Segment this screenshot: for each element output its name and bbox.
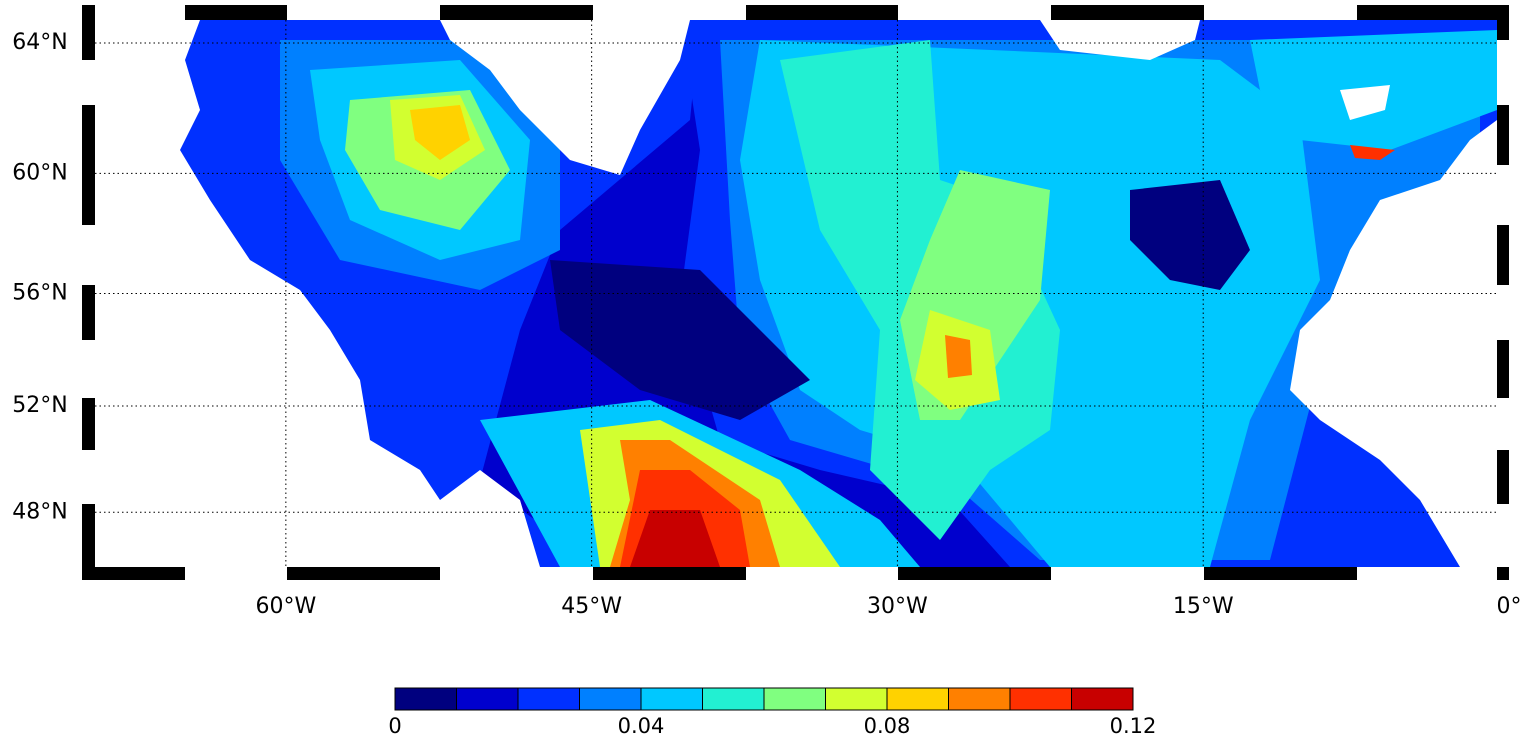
colorbar-bin — [394, 687, 457, 711]
colorbar-bin — [825, 687, 888, 711]
colorbar-bin — [1009, 687, 1072, 711]
ocean-region — [630, 510, 720, 567]
colorbar-bin — [640, 687, 703, 711]
colorbar-tick-label: 0 — [388, 714, 401, 738]
ocean-region — [1350, 145, 1395, 160]
colorbar-bin — [886, 687, 949, 711]
x-tick-label: 45°W — [561, 594, 622, 619]
colorbar-bin — [1071, 687, 1134, 711]
land — [95, 20, 1497, 567]
field — [95, 20, 1497, 567]
colorbar-bin — [456, 687, 519, 711]
x-tick-label: 15°W — [1173, 594, 1234, 619]
y-tick-label: 52°N — [12, 393, 67, 418]
colorbar-bin — [517, 687, 580, 711]
y-tick-label: 64°N — [12, 30, 67, 55]
y-tick-label: 60°N — [12, 160, 67, 185]
land-americas — [95, 60, 180, 140]
grid — [95, 20, 1497, 567]
colorbar: 0 0.04 0.08 0.12 — [388, 687, 1157, 738]
land-faroes — [1340, 85, 1390, 120]
ocean-region — [945, 335, 972, 378]
x-tick-label: 0° — [1497, 594, 1522, 619]
colorbar-bin — [763, 687, 826, 711]
colorbar-tick-label: 0.08 — [864, 714, 911, 738]
colorbar-bin — [702, 687, 765, 711]
colorbar-tick-label: 0.12 — [1110, 714, 1157, 738]
colorbar-tick-label: 0.04 — [618, 714, 665, 738]
y-tick-label: 56°N — [12, 281, 67, 306]
land-iceland — [1040, 20, 1200, 60]
ocean-region — [1130, 180, 1250, 290]
colorbar-bin — [948, 687, 1011, 711]
x-tick-label: 30°W — [867, 594, 928, 619]
y-tick-label: 48°N — [12, 499, 67, 524]
tick-labels: 48°N 52°N 56°N 60°N 64°N 60°W 45°W 30°W 15°W 0° — [12, 30, 1521, 619]
x-tick-label: 60°W — [255, 594, 316, 619]
ocean-region — [410, 105, 470, 160]
ocean-region — [550, 260, 810, 420]
land-europe — [1290, 120, 1497, 567]
colorbar-bin — [579, 687, 642, 711]
land-americas — [95, 20, 540, 567]
frame-checks — [82, 5, 1509, 580]
land-greenland — [440, 20, 690, 175]
